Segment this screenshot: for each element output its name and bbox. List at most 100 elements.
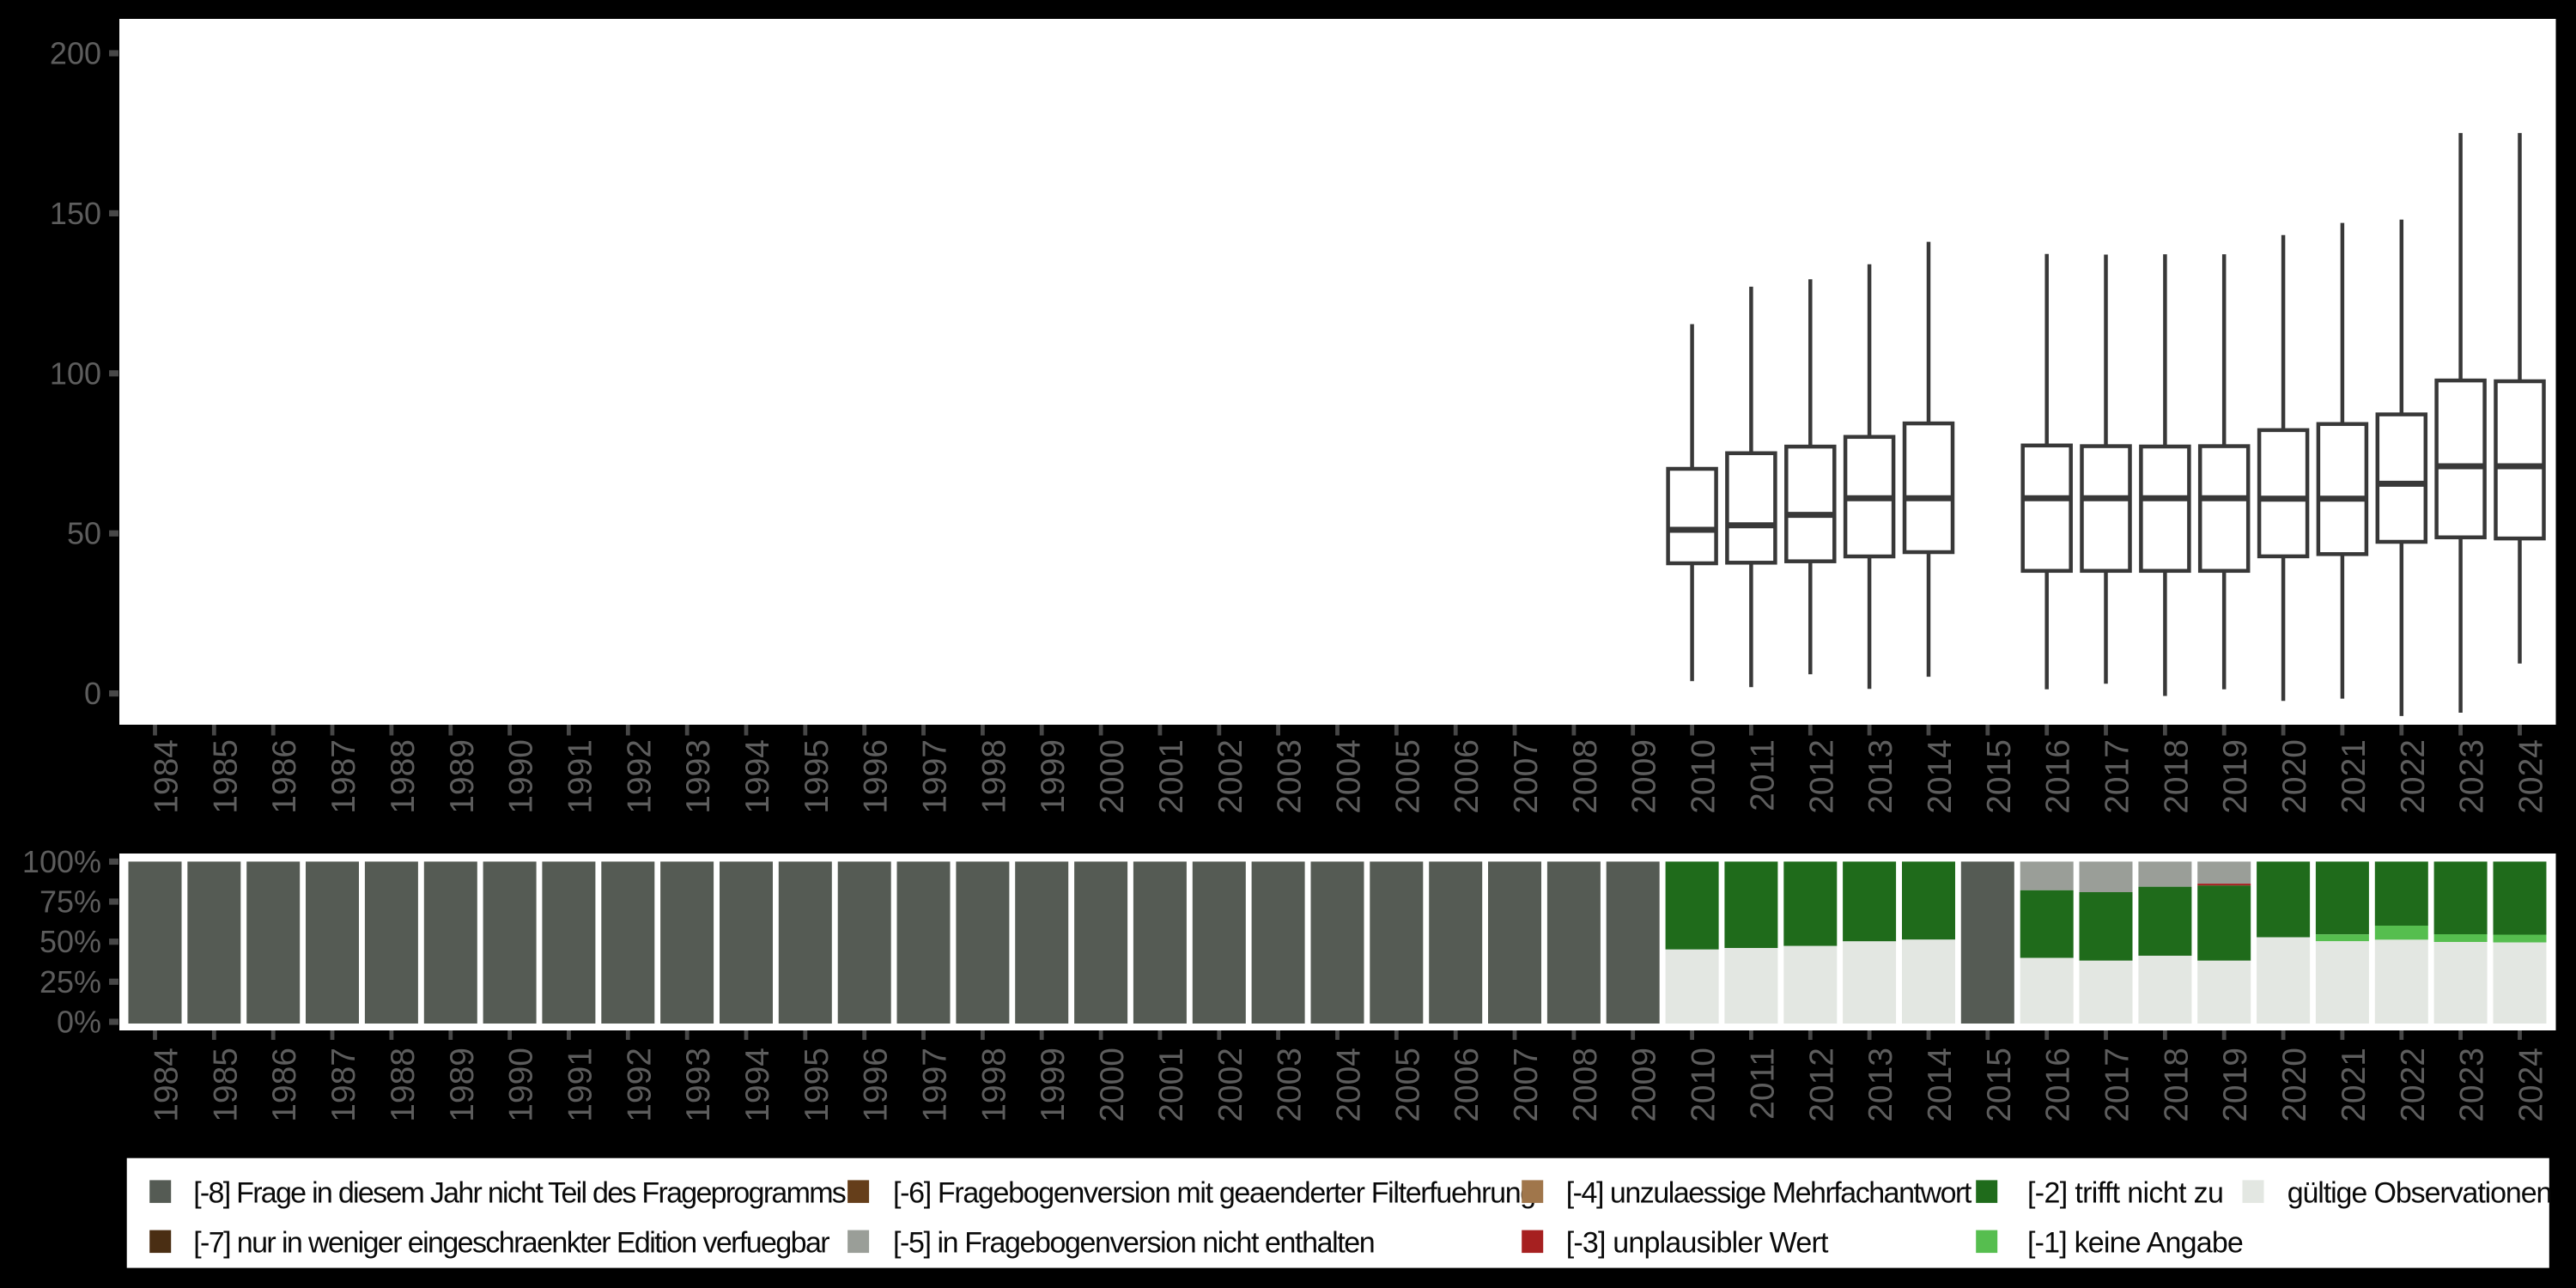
svg-text:1989: 1989	[444, 739, 481, 814]
svg-text:1996: 1996	[858, 739, 895, 814]
svg-text:1995: 1995	[799, 739, 835, 814]
svg-text:0%: 0%	[57, 1005, 101, 1040]
svg-text:1999: 1999	[1035, 1048, 1072, 1122]
svg-text:2010: 2010	[1686, 739, 1722, 814]
svg-text:150: 150	[50, 196, 101, 231]
svg-text:2005: 2005	[1389, 739, 1426, 814]
svg-text:2006: 2006	[1449, 1048, 1485, 1122]
svg-text:2011: 2011	[1744, 1048, 1781, 1120]
svg-text:1993: 1993	[680, 739, 717, 814]
svg-text:2020: 2020	[2276, 739, 2313, 814]
svg-text:2014: 2014	[1922, 1048, 1959, 1122]
svg-text:2017: 2017	[2099, 1048, 2136, 1122]
svg-text:25%: 25%	[39, 964, 101, 999]
svg-text:2023: 2023	[2454, 739, 2491, 814]
svg-text:2001: 2001	[1153, 739, 1190, 814]
svg-text:1984: 1984	[149, 739, 185, 814]
svg-text:2009: 2009	[1626, 739, 1663, 814]
svg-text:2000: 2000	[1094, 1048, 1131, 1122]
svg-text:2008: 2008	[1567, 1048, 1604, 1122]
svg-text:2007: 2007	[1508, 739, 1545, 814]
svg-text:2007: 2007	[1508, 1048, 1545, 1122]
svg-text:1988: 1988	[385, 739, 422, 814]
svg-text:2004: 2004	[1331, 739, 1368, 814]
svg-text:1987: 1987	[325, 1048, 362, 1122]
svg-text:1990: 1990	[503, 1048, 540, 1122]
svg-text:2013: 2013	[1862, 1048, 1899, 1122]
svg-text:2019: 2019	[2217, 739, 2254, 814]
svg-text:1986: 1986	[266, 1048, 303, 1122]
svg-text:1994: 1994	[739, 739, 776, 814]
svg-text:1985: 1985	[207, 739, 244, 814]
svg-text:2008: 2008	[1567, 739, 1604, 814]
svg-text:1994: 1994	[739, 1048, 776, 1122]
svg-text:2005: 2005	[1389, 1048, 1426, 1122]
svg-text:1993: 1993	[680, 1048, 717, 1122]
svg-text:[-4] unzulaessige Mehrfachantw: [-4] unzulaessige Mehrfachantwort	[1566, 1177, 1972, 1210]
svg-text:2000: 2000	[1094, 739, 1131, 814]
svg-text:2012: 2012	[1803, 1048, 1840, 1122]
svg-text:0: 0	[84, 676, 101, 711]
svg-text:2004: 2004	[1331, 1048, 1368, 1122]
svg-text:2012: 2012	[1803, 739, 1840, 814]
svg-text:2015: 2015	[1981, 739, 2018, 814]
svg-text:1990: 1990	[503, 739, 540, 814]
svg-text:1997: 1997	[917, 1048, 954, 1122]
svg-text:200: 200	[50, 36, 101, 71]
svg-text:50%: 50%	[39, 924, 101, 959]
svg-text:2014: 2014	[1922, 739, 1959, 814]
svg-text:1992: 1992	[621, 739, 658, 814]
svg-text:1997: 1997	[917, 739, 954, 814]
svg-text:1991: 1991	[562, 739, 598, 814]
svg-text:2019: 2019	[2217, 1048, 2254, 1122]
svg-text:2022: 2022	[2395, 1048, 2432, 1122]
svg-text:2009: 2009	[1626, 1048, 1663, 1122]
svg-text:gültige Observationen: gültige Observationen	[2287, 1177, 2552, 1210]
svg-text:2003: 2003	[1272, 1048, 1309, 1122]
svg-text:1988: 1988	[385, 1048, 422, 1122]
svg-text:2011: 2011	[1744, 739, 1781, 811]
svg-text:[-3] unplausibler Wert: [-3] unplausibler Wert	[1566, 1227, 1829, 1260]
svg-text:[-8] Frage in diesem Jahr nich: [-8] Frage in diesem Jahr nicht Teil des…	[193, 1177, 846, 1210]
svg-text:2022: 2022	[2395, 739, 2432, 814]
svg-text:50: 50	[67, 516, 101, 551]
svg-text:2002: 2002	[1212, 1048, 1249, 1122]
svg-text:2021: 2021	[2336, 1048, 2372, 1122]
svg-text:1984: 1984	[149, 1048, 185, 1122]
svg-text:[-2] trifft nicht zu: [-2] trifft nicht zu	[2027, 1177, 2223, 1210]
svg-text:[-6] Fragebogenversion mit gea: [-6] Fragebogenversion mit geaenderter F…	[893, 1177, 1535, 1210]
svg-text:1995: 1995	[799, 1048, 835, 1122]
svg-text:2021: 2021	[2336, 739, 2372, 814]
svg-text:2018: 2018	[2158, 739, 2195, 814]
svg-text:[-5] in Fragebogenversion nich: [-5] in Fragebogenversion nicht enthalte…	[893, 1227, 1374, 1260]
svg-text:[-1] keine Angabe: [-1] keine Angabe	[2027, 1227, 2243, 1260]
svg-text:1989: 1989	[444, 1048, 481, 1122]
svg-text:1998: 1998	[975, 1048, 1012, 1122]
svg-text:1986: 1986	[266, 739, 303, 814]
svg-text:1998: 1998	[975, 739, 1012, 814]
svg-text:2003: 2003	[1272, 739, 1309, 814]
svg-text:2023: 2023	[2454, 1048, 2491, 1122]
svg-text:1985: 1985	[207, 1048, 244, 1122]
svg-text:2024: 2024	[2513, 739, 2550, 814]
svg-text:75%: 75%	[39, 884, 101, 920]
svg-text:2006: 2006	[1449, 739, 1485, 814]
svg-text:100: 100	[50, 355, 101, 391]
svg-text:2017: 2017	[2099, 739, 2136, 814]
svg-text:100%: 100%	[22, 844, 101, 879]
svg-text:2002: 2002	[1212, 739, 1249, 814]
svg-text:1999: 1999	[1035, 739, 1072, 814]
svg-text:2016: 2016	[2040, 1048, 2077, 1122]
svg-text:2001: 2001	[1153, 1048, 1190, 1122]
svg-text:2024: 2024	[2513, 1048, 2550, 1122]
svg-text:2016: 2016	[2040, 739, 2077, 814]
svg-text:1992: 1992	[621, 1048, 658, 1122]
svg-text:1996: 1996	[858, 1048, 895, 1122]
svg-text:[-7] nur in weniger eingeschra: [-7] nur in weniger eingeschraenkter Edi…	[193, 1227, 829, 1260]
svg-text:1991: 1991	[562, 1048, 598, 1122]
svg-text:1987: 1987	[325, 739, 362, 814]
svg-text:2013: 2013	[1862, 739, 1899, 814]
svg-text:2020: 2020	[2276, 1048, 2313, 1122]
svg-text:2015: 2015	[1981, 1048, 2018, 1122]
svg-text:2010: 2010	[1686, 1048, 1722, 1122]
